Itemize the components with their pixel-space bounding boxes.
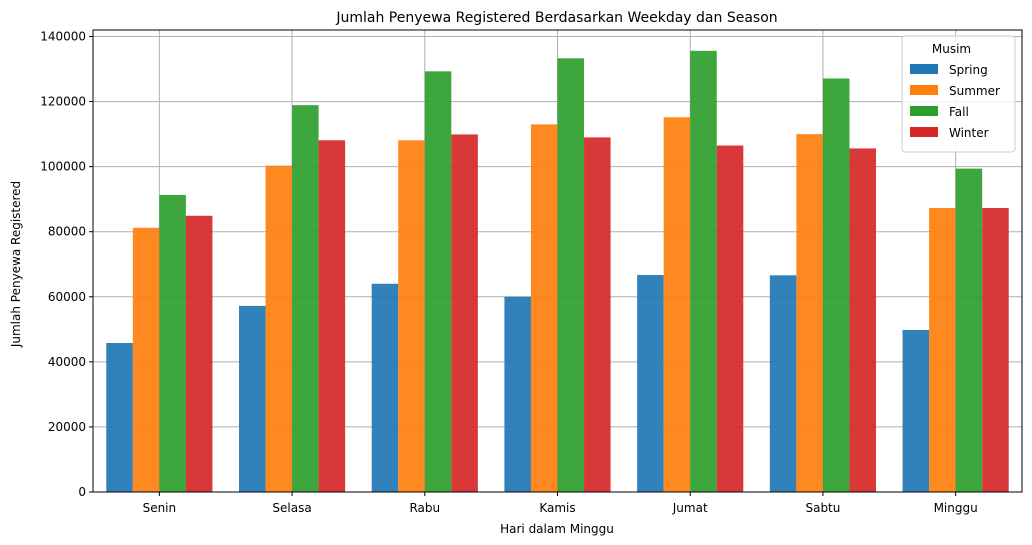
bar-spring-selasa [238, 305, 266, 492]
bar-fall-jumat [690, 50, 717, 492]
bar-summer-jumat [663, 117, 691, 492]
y-tick-label: 120000 [40, 95, 86, 109]
bar-spring-sabtu [769, 275, 797, 492]
bar-spring-rabu [371, 283, 399, 492]
y-tick-label: 40000 [48, 355, 86, 369]
y-tick-label: 100000 [40, 160, 86, 174]
y-tick-label: 140000 [40, 30, 86, 44]
bar-summer-kamis [530, 124, 558, 492]
bar-fall-minggu [955, 168, 983, 492]
x-tick-label: Senin [143, 501, 177, 515]
bar-winter-sabtu [849, 148, 877, 492]
bar-spring-jumat [637, 274, 664, 492]
bar-spring-kamis [504, 296, 531, 492]
legend-swatch-fall [910, 106, 938, 116]
y-axis: 0 20000 40000 60000 80000 100000 120000 140000 [40, 30, 93, 499]
y-axis-label: Jumlah Penyewa Registered [9, 181, 23, 348]
bar-winter-minggu [982, 207, 1009, 493]
bar-fall-sabtu [822, 78, 850, 492]
bar-summer-selasa [265, 165, 293, 493]
legend: Musim Spring Summer Fall Winter [901, 35, 1016, 153]
y-tick-label: 60000 [48, 290, 86, 304]
x-axis-label: Hari dalam Minggu [500, 522, 614, 536]
bar-fall-rabu [424, 71, 452, 493]
bar-winter-rabu [451, 134, 478, 492]
bar-fall-senin [159, 194, 186, 492]
bar-spring-senin [106, 342, 133, 492]
legend-label-spring: Spring [949, 63, 988, 77]
bar-winter-kamis [584, 137, 611, 492]
legend-label-fall: Fall [949, 105, 969, 119]
bar-summer-rabu [398, 140, 425, 492]
legend-swatch-spring [910, 64, 938, 74]
x-tick-label: Selasa [272, 501, 311, 515]
chart-title: Jumlah Penyewa Registered Berdasarkan We… [335, 10, 777, 26]
bar-spring-minggu [902, 329, 930, 492]
legend-label-winter: Winter [949, 126, 989, 140]
y-tick-label: 80000 [48, 225, 86, 239]
legend-title: Musim [932, 42, 971, 56]
x-tick-label: Jumat [672, 501, 708, 515]
bar-winter-jumat [716, 145, 744, 492]
bar-fall-selasa [292, 105, 319, 492]
bar-series [106, 50, 1009, 493]
x-tick-label: Rabu [409, 501, 440, 515]
bar-winter-senin [185, 215, 213, 492]
y-tick-label: 0 [78, 485, 86, 499]
legend-swatch-winter [910, 127, 938, 137]
bar-summer-minggu [929, 207, 956, 493]
x-tick-label: Sabtu [805, 501, 840, 515]
legend-swatch-summer [910, 85, 938, 95]
bar-summer-senin [132, 227, 160, 492]
y-tick-label: 20000 [48, 420, 86, 434]
bar-fall-kamis [557, 58, 585, 492]
bar-summer-sabtu [796, 134, 823, 492]
bar-winter-selasa [318, 140, 346, 492]
x-tick-label: Minggu [934, 501, 978, 515]
legend-label-summer: Summer [949, 84, 1000, 98]
x-axis: Senin Selasa Rabu Kamis Jumat Sabtu Minggu [143, 492, 978, 515]
x-tick-label: Kamis [539, 501, 575, 515]
